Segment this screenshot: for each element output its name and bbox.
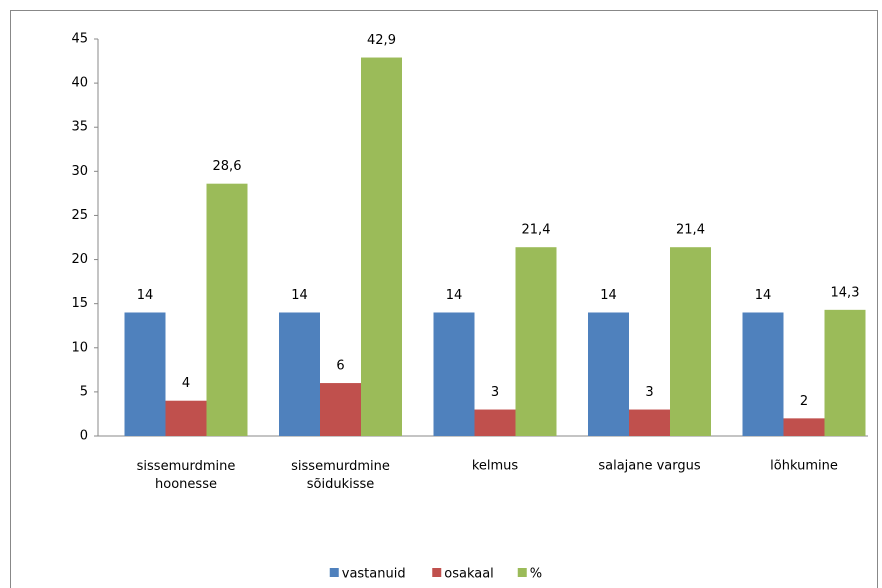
bar [629, 409, 670, 436]
x-tick-label: lõhkumine [770, 459, 838, 474]
data-label: 21,4 [522, 223, 551, 238]
y-tick-label: 40 [71, 76, 88, 91]
y-tick-label: 30 [71, 164, 88, 179]
bar [670, 247, 711, 436]
bar [474, 409, 516, 436]
y-tick-label: 35 [71, 120, 88, 135]
y-tick-label: 25 [71, 208, 88, 223]
y-tick-label: 20 [71, 252, 88, 267]
data-label: 42,9 [367, 33, 396, 48]
bar [824, 309, 866, 436]
bar [783, 418, 825, 436]
data-label: 14 [291, 288, 308, 303]
data-label: 4 [182, 376, 190, 391]
bar [742, 312, 784, 436]
bar [433, 312, 475, 436]
y-tick-label: 45 [71, 32, 88, 47]
legend-swatch [329, 568, 339, 577]
data-label: 6 [336, 359, 344, 374]
bar [165, 400, 207, 436]
x-tick-label: salajane vargus [598, 459, 701, 474]
x-tick-label: kelmus [472, 459, 519, 474]
legend-swatch [517, 568, 527, 577]
data-label: 3 [645, 385, 653, 400]
y-tick-label: 0 [80, 429, 88, 444]
y-tick-label: 10 [71, 340, 88, 355]
bar [320, 383, 361, 436]
bar [515, 247, 557, 436]
bar [361, 57, 402, 436]
y-tick-label: 5 [80, 384, 88, 399]
data-label: 28,6 [213, 159, 242, 174]
data-label: 14 [137, 288, 154, 303]
bar [206, 183, 248, 436]
bar [124, 312, 166, 436]
data-label: 14 [600, 288, 617, 303]
data-label: 14 [755, 288, 772, 303]
data-label: 2 [800, 394, 808, 409]
x-tick-label: sissemurdmine hoonesse [137, 459, 236, 492]
data-label: 21,4 [676, 223, 705, 238]
data-label: 14,3 [831, 285, 860, 300]
data-label: 3 [491, 385, 499, 400]
y-tick-label: 15 [71, 296, 88, 311]
legend-label: vastanuid [342, 567, 406, 582]
legend-swatch [432, 568, 442, 577]
data-label: 14 [446, 288, 463, 303]
legend-label: % [530, 567, 542, 582]
x-tick-label: sissemurdmine sõidukisse [291, 459, 390, 492]
legend-label: osakaal [444, 567, 494, 582]
bar [279, 312, 320, 436]
bar [588, 312, 629, 436]
chart-border [10, 10, 878, 588]
